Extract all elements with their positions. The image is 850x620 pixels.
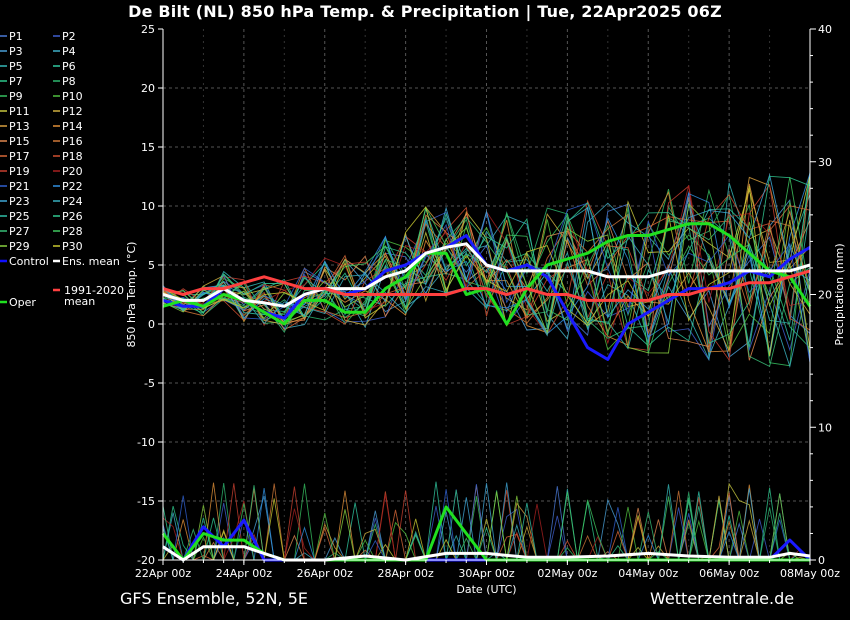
legend-label: P26 — [62, 210, 83, 223]
x-tick-label: 06May 00z — [699, 567, 759, 580]
series-1991-2020-mean — [162, 269, 811, 302]
legend-label: P21 — [9, 180, 30, 193]
y2-tick-label: 20 — [818, 289, 832, 302]
legend-label: P2 — [62, 30, 76, 43]
source-caption: Wetterzentrale.de — [650, 589, 795, 608]
x-tick-label: 24Apr 00z — [216, 567, 273, 580]
y2-tick-label: 30 — [818, 156, 832, 169]
legend-label: P13 — [9, 120, 30, 133]
member-line-p23 — [162, 173, 811, 330]
x-tick-label: 28Apr 00z — [377, 567, 434, 580]
y-tick-label: -10 — [137, 436, 155, 449]
x-tick-label: 04May 00z — [618, 567, 678, 580]
y2-axis-label: Precipitation (mm) — [833, 243, 846, 345]
y-axis-label: 850 hPa Temp. (°C) — [125, 242, 138, 348]
member-line-p18 — [162, 193, 811, 336]
legend-label: P1 — [9, 30, 23, 43]
y-tick-label: 25 — [141, 23, 155, 36]
member-line-p16 — [162, 197, 811, 352]
y2-tick-label: 40 — [818, 23, 832, 36]
legend-label: P9 — [9, 90, 23, 103]
y-tick-label: 5 — [148, 259, 155, 272]
legend-label: P23 — [9, 195, 30, 208]
member-line-p29 — [162, 203, 811, 355]
series-ens-mean-precipitation — [162, 545, 811, 562]
legend-label: P10 — [62, 90, 83, 103]
legend-label-line2: mean — [64, 295, 95, 308]
y2-tick-label: 0 — [818, 554, 825, 567]
legend-label: P24 — [62, 195, 83, 208]
legend-label: P17 — [9, 150, 30, 163]
chart-title: De Bilt (NL) 850 hPa Temp. & Precipitati… — [128, 2, 722, 21]
y-tick-label: 10 — [141, 200, 155, 213]
y-tick-label: 0 — [148, 318, 155, 331]
member-line-p19 — [162, 183, 811, 362]
legend-label: P11 — [9, 105, 30, 118]
legend-label: P8 — [62, 75, 76, 88]
x-tick-label: 26Apr 00z — [297, 567, 354, 580]
series-ens-mean — [162, 242, 811, 308]
x-tick-label: 08May 00z — [780, 567, 840, 580]
legend-label: P19 — [9, 165, 30, 178]
legend-label: Ens. mean — [62, 255, 120, 268]
legend-label: P4 — [62, 45, 76, 58]
member-line-p26 — [162, 175, 811, 344]
legend-label: P20 — [62, 165, 83, 178]
legend-label: P5 — [9, 60, 23, 73]
legend-label: P18 — [62, 150, 83, 163]
legend-label: P7 — [9, 75, 23, 88]
legend-label: P29 — [9, 240, 30, 253]
legend-label: P6 — [62, 60, 76, 73]
y-tick-label: 20 — [141, 82, 155, 95]
y-tick-label: -20 — [137, 554, 155, 567]
legend-label: P16 — [62, 135, 83, 148]
y-tick-label: -5 — [144, 377, 155, 390]
legend-label: P15 — [9, 135, 30, 148]
legend-label: Oper — [9, 296, 36, 309]
legend-label: P28 — [62, 225, 83, 238]
legend-label: P22 — [62, 180, 83, 193]
legend-label: P30 — [62, 240, 83, 253]
legend-label: P25 — [9, 210, 30, 223]
legend-label: P12 — [62, 105, 83, 118]
y-tick-label: -15 — [137, 495, 155, 508]
legend-label: P14 — [62, 120, 83, 133]
legend-label: P3 — [9, 45, 23, 58]
x-axis-label: Date (UTC) — [456, 583, 516, 596]
x-tick-label: 02May 00z — [537, 567, 597, 580]
y-tick-label: 15 — [141, 141, 155, 154]
member-line-p30 — [162, 185, 811, 357]
model-caption: GFS Ensemble, 52N, 5E — [120, 589, 308, 608]
x-tick-label: 22Apr 00z — [135, 567, 192, 580]
legend-label: P27 — [9, 225, 30, 238]
y2-tick-label: 10 — [818, 421, 832, 434]
legend-label: Control — [9, 255, 49, 268]
legend-label: 1991-2020 — [64, 284, 124, 297]
x-tick-label: 30Apr 00z — [458, 567, 515, 580]
member-line-p11 — [162, 174, 811, 327]
